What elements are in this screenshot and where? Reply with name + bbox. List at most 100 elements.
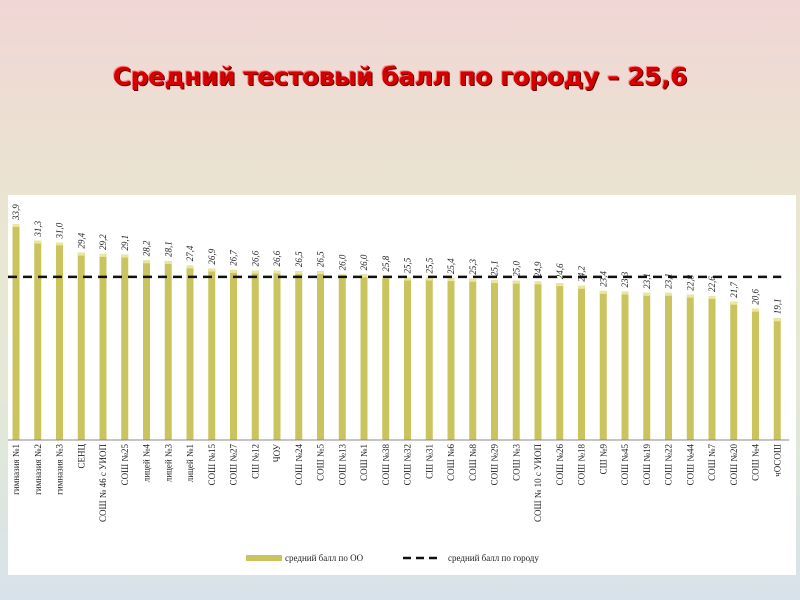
category-label-30: СОШ №19 — [642, 444, 652, 486]
bar-25 — [534, 281, 542, 440]
value-label-9: 27,4 — [185, 245, 195, 261]
value-label-14: 26,5 — [294, 251, 304, 267]
bar-cap-3 — [56, 242, 63, 246]
bar-10 — [208, 268, 216, 440]
bar-20 — [425, 277, 433, 440]
category-label-33: СОШ №7 — [707, 444, 717, 481]
category-label-5: СОШ № 46 с УИОП — [98, 444, 108, 523]
category-label-15: СОШ №5 — [316, 444, 326, 481]
value-label-25: 24,9 — [533, 261, 543, 277]
bar-cap-24 — [512, 280, 520, 284]
bar-9 — [186, 265, 194, 440]
bar-cap-13 — [273, 270, 281, 274]
bar-cap-22 — [469, 278, 477, 282]
bar-12 — [251, 270, 259, 440]
bar-cap-14 — [295, 271, 303, 275]
bar-11 — [230, 269, 237, 440]
category-label-19: СОШ №32 — [403, 444, 413, 485]
value-label-33: 22,6 — [707, 276, 717, 292]
bar-cap-20 — [425, 277, 433, 281]
category-label-4: СЕНЦ — [76, 444, 86, 469]
bar-31 — [665, 292, 672, 440]
category-label-3: гимназия №3 — [55, 444, 65, 495]
value-label-17: 26,0 — [359, 254, 369, 270]
category-label-9: лицей №1 — [185, 444, 195, 482]
bar-8 — [164, 260, 172, 440]
category-label-13: ЧОУ — [272, 443, 282, 462]
bar-cap-6 — [121, 254, 129, 258]
value-label-31: 23,1 — [664, 273, 674, 289]
bar-cap-32 — [686, 294, 694, 298]
category-label-7: лицей №4 — [142, 444, 152, 483]
bar-cap-7 — [143, 260, 150, 264]
bar-cap-8 — [164, 260, 172, 264]
bar-16 — [338, 274, 346, 440]
value-label-32: 22,8 — [685, 274, 695, 290]
category-label-26: СОШ №26 — [555, 444, 565, 486]
bar-cap-21 — [447, 278, 455, 282]
category-label-22: СОШ №8 — [468, 444, 478, 481]
value-label-6: 29,1 — [120, 235, 130, 251]
bar-35 — [752, 308, 759, 440]
category-label-25: СОШ № 10 с УИОП — [533, 444, 543, 523]
bar-19 — [404, 277, 411, 440]
category-label-14: СОШ №24 — [294, 444, 304, 486]
bar-cap-17 — [360, 274, 368, 278]
category-label-10: СОШ №15 — [207, 444, 217, 486]
value-label-7: 28,2 — [142, 240, 152, 256]
bar-cap-31 — [665, 292, 672, 296]
bar-33 — [708, 296, 716, 440]
value-label-24: 25,0 — [511, 260, 521, 276]
bar-cap-34 — [730, 301, 738, 305]
bar-2 — [34, 240, 42, 440]
bar-3 — [56, 242, 63, 440]
category-label-31: СОШ №22 — [664, 444, 674, 485]
bar-cap-25 — [534, 281, 542, 285]
bar-13 — [273, 270, 281, 440]
category-label-28: СШ №9 — [598, 444, 608, 475]
category-label-2: гимназия №2 — [33, 444, 43, 495]
bar-cap-4 — [77, 252, 85, 256]
category-label-24: СОШ №3 — [511, 444, 521, 481]
bar-4 — [77, 252, 85, 440]
value-label-1: 33,9 — [11, 204, 21, 221]
value-label-29: 23,3 — [620, 271, 630, 287]
bar-cap-10 — [208, 268, 216, 272]
bar-cap-2 — [34, 240, 42, 244]
value-label-11: 26,7 — [229, 250, 239, 266]
bar-cap-30 — [643, 292, 651, 296]
value-label-3: 31,0 — [55, 222, 65, 239]
value-label-23: 25,1 — [490, 260, 500, 276]
bar-cap-9 — [186, 265, 194, 269]
bar-27 — [578, 285, 585, 440]
category-label-8: лицей №3 — [163, 444, 173, 483]
value-label-28: 23,4 — [598, 271, 608, 287]
value-label-8: 28,1 — [163, 241, 173, 257]
bar-chart: 33,9 31,3 31,0 29,4 29,2 29,1 28,2 28,1 27,4 26,9… — [8, 204, 790, 563]
bar-cap-11 — [230, 269, 237, 273]
category-label-36: чОСОШ — [772, 444, 782, 477]
bar-7 — [143, 260, 150, 440]
value-label-36: 19,1 — [772, 299, 782, 315]
value-label-35: 20,6 — [751, 288, 761, 304]
bar-cap-36 — [773, 318, 781, 322]
bar-cap-19 — [404, 277, 411, 281]
legend-bar-swatch — [246, 555, 282, 561]
bar-23 — [491, 280, 498, 440]
bar-cap-5 — [99, 253, 107, 257]
value-label-20: 25,5 — [424, 257, 434, 273]
bar-30 — [643, 292, 651, 440]
bar-cap-35 — [752, 308, 759, 312]
bar-29 — [621, 291, 629, 440]
bar-cap-27 — [578, 285, 585, 289]
bar-22 — [469, 278, 477, 440]
bar-cap-15 — [317, 271, 324, 275]
category-label-12: СШ №12 — [250, 444, 260, 479]
category-label-27: СОШ №18 — [577, 444, 587, 486]
value-label-26: 24,6 — [555, 263, 565, 279]
bar-34 — [730, 301, 738, 440]
bar-21 — [447, 278, 455, 440]
category-label-35: СОШ №4 — [751, 444, 761, 481]
bars-group — [12, 224, 781, 440]
value-label-30: 23,1 — [642, 273, 652, 289]
